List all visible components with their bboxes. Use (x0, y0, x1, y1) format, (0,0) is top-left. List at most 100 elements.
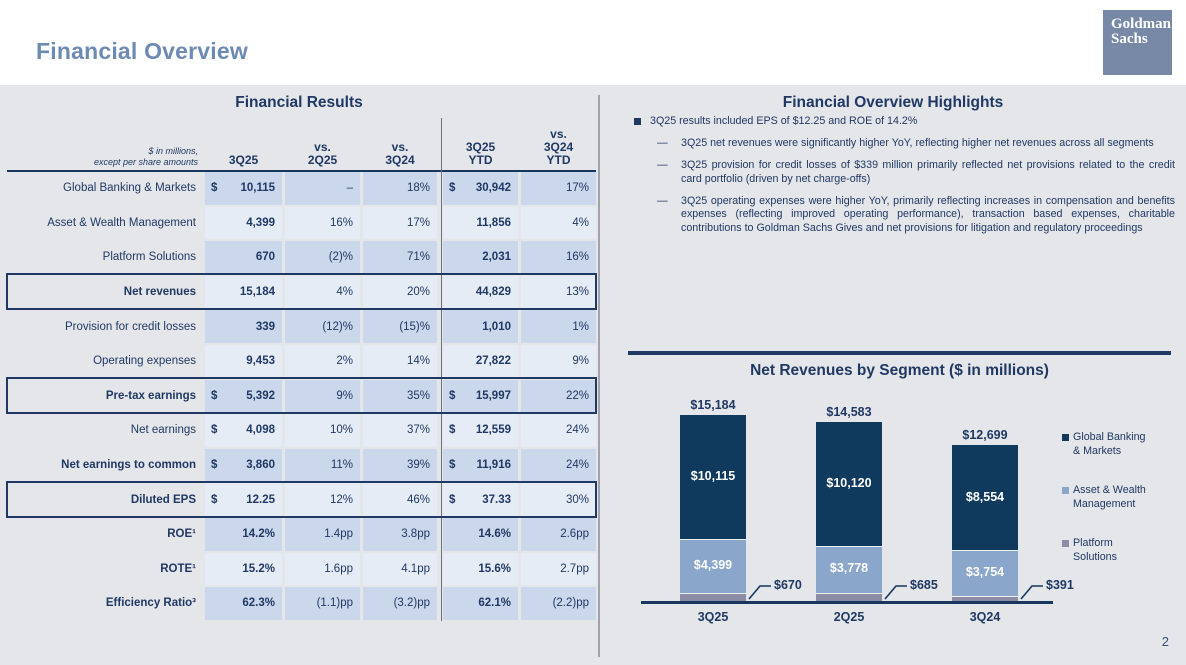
row-label: Provision for credit losses (64, 320, 196, 333)
highlights-bullets: 3Q25 results included EPS of $12.25 and … (632, 115, 1175, 236)
table-cell: 62.1% (443, 587, 518, 620)
dash-bullet-icon: — (657, 194, 668, 207)
column-header: 3Q25 (228, 153, 259, 167)
financial-results-panel: Financial Results $ in millions, except p… (0, 85, 598, 665)
bar-segment (816, 546, 882, 593)
bar-segment-label: $3,754 (965, 565, 1005, 580)
table-column-divider (440, 118, 442, 621)
table-cell: 17% (521, 172, 596, 205)
sub-bullet-text: 3Q25 operating expenses were higher YoY,… (681, 194, 1175, 235)
bar-segment (952, 596, 1018, 601)
table-row: Diluted EPS $12.25 12% 46% $37.33 30% (6, 480, 597, 518)
logo-text-line1: Goldman (1111, 16, 1172, 32)
table-cell: $3,860 (205, 448, 282, 482)
row-label: Diluted EPS (130, 493, 196, 506)
table-cell: 1.4pp (285, 517, 360, 551)
dollar-sign: $ (211, 424, 218, 437)
x-axis-label: 3Q24 (969, 610, 1001, 624)
table-cell: 13% (521, 275, 596, 309)
highlights-panel: Financial Overview Highlights 3Q25 resul… (600, 85, 1186, 665)
table-header-row: $ in millions, except per share amounts 3Q… (7, 118, 596, 170)
row-label: ROE¹ (167, 528, 196, 541)
table-row: Net revenues 15,184 4% 20% 44,829 13% (6, 273, 597, 311)
legend-item: Asset & Wealth Management (1062, 484, 1182, 511)
table-cell: 2% (285, 344, 360, 378)
table-cell: 9% (285, 379, 360, 413)
table-row: Asset & Wealth Management 4,399 16% 17% 11,8… (7, 206, 596, 242)
sub-bullet-item: — 3Q25 net revenues were significantly h… (632, 137, 1175, 151)
table-cell: 30% (521, 483, 596, 516)
net-revenues-chart: $670 $4,399 $10,115 $15,184 3Q25 $685 $3,778 $1… (600, 85, 1186, 665)
chart-title: Net Revenues by Segment ($ in millions) (750, 362, 1049, 379)
bar-segment (680, 415, 746, 539)
table-cell: 339 (205, 310, 282, 343)
dollar-sign: $ (449, 493, 456, 506)
callout-line-icon (884, 585, 907, 600)
table-row: Pre-tax earnings $5,392 9% 35% $15,997 22% (6, 377, 597, 415)
legend-label: Asset & Wealth Management (1073, 484, 1146, 510)
row-label: Net revenues (123, 286, 196, 299)
table-row: Net earnings to common $3,860 11% 39% $11,91… (7, 448, 596, 484)
cell-value: 4,098 (246, 424, 275, 437)
table-cell: 62.3% (205, 587, 282, 620)
chart-axis-line (641, 601, 1053, 604)
chart-separator-line (628, 351, 1171, 355)
table-cell: 15,184 (205, 275, 282, 309)
cell-value: 15,997 (475, 389, 511, 402)
bar-segment-label: $10,120 (826, 476, 872, 491)
sub-bullet-item: — 3Q25 operating expenses were higher Yo… (632, 195, 1175, 236)
table-cell: (12)% (285, 310, 360, 343)
row-label: Net earnings (130, 424, 196, 437)
table-cell: 14.2% (205, 517, 282, 551)
table-header-rule (7, 170, 596, 172)
column-header: 3Q25 YTD (465, 140, 496, 167)
row-label: Net earnings to common (61, 459, 196, 472)
table-row: ROE¹ 14.2% 1.4pp 3.8pp 14.6% 2.6pp (7, 517, 596, 553)
table-cell: 4% (521, 206, 596, 240)
table-cell: (15)% (363, 310, 437, 343)
table-cell: 17% (363, 206, 437, 240)
table-row: Net earnings $4,098 10% 37% $12,559 24% (7, 414, 596, 449)
table-cell: 16% (285, 206, 360, 240)
sub-bullet-item: — 3Q25 provision for credit losses of $3… (632, 159, 1175, 186)
bullet-item: 3Q25 results included EPS of $12.25 and … (632, 115, 1175, 129)
table-cell: 3.8pp (363, 517, 437, 551)
table-cell: 2.7pp (521, 552, 596, 586)
dollar-sign: $ (211, 459, 218, 472)
bar-total-label: $14,583 (826, 405, 872, 420)
column-header: vs. 3Q24 YTD (543, 127, 574, 167)
dollar-sign: $ (449, 424, 456, 437)
table-cell: 15.2% (205, 552, 282, 586)
sub-bullet-text: 3Q25 net revenues were significantly hig… (681, 137, 1154, 150)
legend-label: Platform Solutions (1073, 537, 1117, 563)
table-cell: 2,031 (443, 241, 518, 274)
page-number: 2 (1161, 634, 1169, 649)
legend-swatch-icon (1062, 487, 1069, 494)
table-caption: $ in millions, except per share amounts (7, 146, 203, 170)
table-cell: 11,856 (443, 206, 518, 240)
table-cell: $12,559 (443, 414, 518, 447)
table-cell: 14% (363, 344, 437, 378)
dollar-sign: $ (211, 389, 218, 402)
goldman-sachs-logo: Goldman Sachs (1103, 10, 1172, 75)
highlights-title: Financial Overview Highlights (782, 94, 1004, 111)
bar-segment (816, 422, 882, 547)
bar-segment (952, 550, 1018, 597)
top-band: Financial Overview Goldman Sachs (0, 0, 1186, 85)
x-axis-label: 2Q25 (833, 610, 865, 624)
dash-bullet-icon: — (657, 137, 668, 150)
cell-value: 10,115 (240, 182, 275, 195)
table-cell: $30,942 (443, 172, 518, 205)
dollar-sign: $ (211, 493, 218, 506)
panel-divider (598, 95, 600, 657)
table-cell: 1,010 (443, 310, 518, 343)
cell-value: 11,916 (476, 459, 511, 472)
table-cell: (3.2)pp (363, 587, 437, 620)
bar-segment (680, 538, 746, 593)
table-cell: (2)% (285, 241, 360, 274)
row-label: Operating expenses (93, 355, 196, 368)
table-cell: $5,392 (205, 379, 282, 413)
square-bullet-icon (634, 118, 641, 125)
table-cell: 24% (521, 448, 596, 482)
